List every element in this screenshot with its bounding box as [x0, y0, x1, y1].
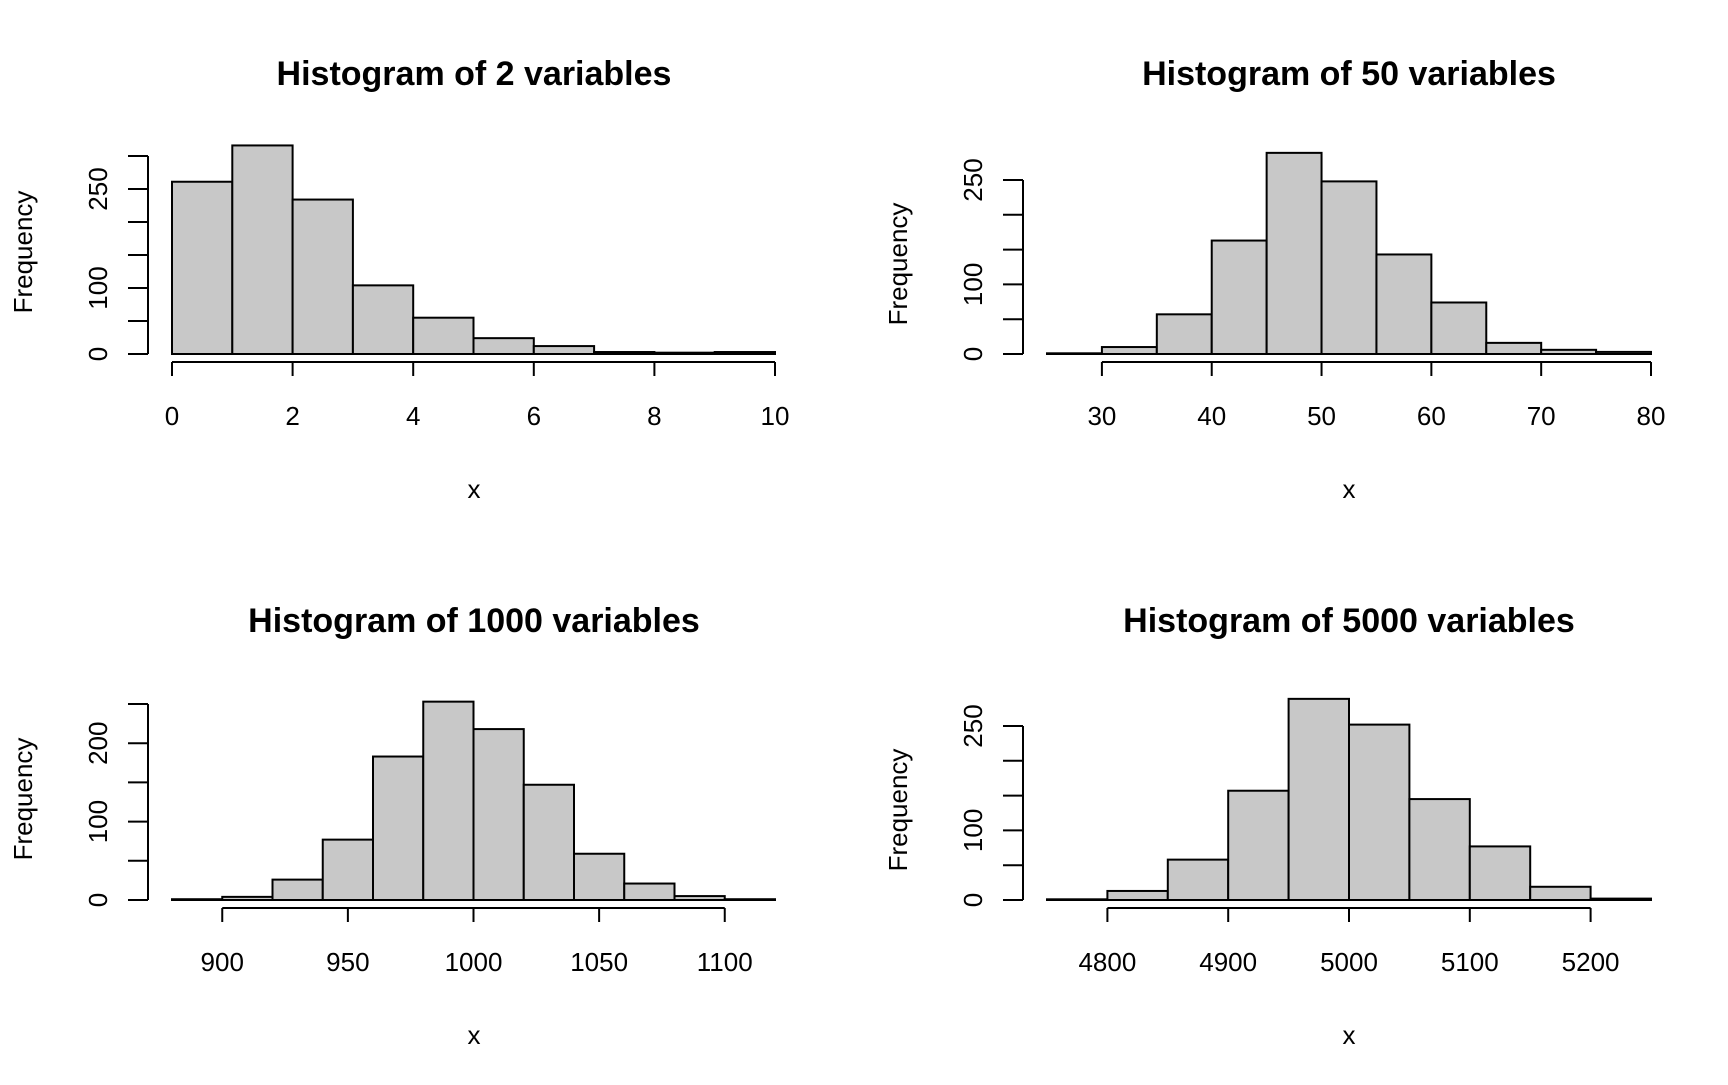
histogram-bar — [472, 337, 535, 356]
histogram-bar — [1348, 723, 1411, 901]
x-tick-label: 5200 — [1562, 947, 1620, 977]
y-tick-label: 0 — [83, 347, 113, 361]
x-tick-label: 5100 — [1441, 947, 1499, 977]
histogram-bar — [422, 700, 475, 902]
y-tick-label: 100 — [958, 263, 988, 306]
histogram-bar — [1210, 239, 1268, 355]
x-tick-label: 5000 — [1320, 947, 1378, 977]
x-tick-label: 1000 — [445, 947, 503, 977]
histogram-bar — [1155, 313, 1213, 356]
chart-title: Histogram of 2 variables — [277, 55, 672, 93]
x-tick-label: 1100 — [697, 947, 753, 977]
x-tick-label: 0 — [165, 401, 179, 431]
x-axis-label: x — [468, 474, 481, 504]
x-tick-label: 80 — [1637, 401, 1666, 431]
histogram-bar — [1589, 897, 1652, 901]
histogram-bar — [271, 878, 324, 902]
y-tick-label: 100 — [83, 266, 113, 309]
histogram-bar — [1430, 301, 1488, 356]
x-axis-label: x — [1343, 474, 1356, 504]
bars — [1046, 151, 1653, 356]
x-tick-label: 30 — [1087, 401, 1116, 431]
x-tick-label: 8 — [647, 401, 661, 431]
histogram-bar — [673, 895, 726, 902]
x-tick-label: 40 — [1197, 401, 1226, 431]
histogram-bar — [412, 316, 475, 356]
y-axis-label: Frequency — [8, 738, 38, 861]
y-tick-label: 100 — [83, 800, 113, 843]
histogram-bar — [291, 198, 354, 355]
x-tick-label: 4 — [406, 401, 420, 431]
histogram-bar — [573, 852, 626, 902]
y-tick-label: 0 — [83, 893, 113, 907]
x-tick-label: 900 — [201, 947, 244, 977]
histogram-bar — [372, 755, 425, 902]
histogram-bar — [321, 838, 374, 902]
y-tick-label: 250 — [958, 158, 988, 201]
x-tick-label: 6 — [527, 401, 541, 431]
x-tick-label: 1050 — [570, 947, 628, 977]
histogram-bar — [532, 345, 596, 355]
histogram-bar — [522, 783, 575, 902]
histogram-bar — [1166, 858, 1230, 902]
histogram-panel-4: Histogram of 5000 variables 4800 4900 5000 5… — [883, 602, 1652, 1050]
x-tick-label: 950 — [326, 947, 369, 977]
histogram-bar — [1320, 180, 1378, 355]
histogram-bar — [1227, 789, 1290, 902]
y-tick-label: 100 — [958, 809, 988, 852]
x-tick-label: 10 — [761, 401, 790, 431]
histogram-bar — [351, 284, 415, 355]
y-tick-label: 0 — [958, 893, 988, 907]
histogram-bar — [1287, 697, 1350, 902]
histogram-bar — [653, 351, 716, 355]
x-tick-label: 50 — [1307, 401, 1336, 431]
x-axis-label: x — [1343, 1020, 1356, 1050]
x-tick-label: 70 — [1527, 401, 1556, 431]
histogram-bar — [713, 351, 777, 355]
chart-title: Histogram of 50 variables — [1142, 55, 1556, 93]
x-tick-label: 4900 — [1199, 947, 1257, 977]
bars — [1046, 697, 1652, 902]
chart-title: Histogram of 5000 variables — [1123, 602, 1575, 640]
x-tick-label: 60 — [1417, 401, 1446, 431]
x-tick-label: 4800 — [1078, 947, 1136, 977]
y-tick-label: 250 — [83, 167, 113, 210]
x-tick-label: 2 — [285, 401, 299, 431]
y-axis-label: Frequency — [883, 203, 913, 326]
histogram-bar — [1100, 346, 1158, 356]
x-axis-label: x — [468, 1020, 481, 1050]
histogram-bar — [171, 898, 224, 902]
histogram-bar — [1595, 350, 1653, 355]
y-tick-label: 250 — [958, 704, 988, 747]
histogram-bar — [231, 144, 294, 355]
histogram-bar — [623, 882, 676, 902]
histogram-bar — [1485, 341, 1543, 356]
histogram-bar — [1408, 798, 1471, 902]
histogram-bar — [1046, 352, 1103, 355]
y-tick-label: 0 — [958, 347, 988, 361]
histogram-bar — [221, 895, 274, 902]
histogram-panel-2: Histogram of 50 variables 30 40 50 60 70 80 0 10… — [883, 55, 1666, 504]
bars — [171, 700, 776, 902]
bars — [171, 144, 777, 356]
histogram-bar — [1265, 151, 1323, 355]
histogram-bar — [593, 351, 656, 355]
histogram-bar — [723, 898, 776, 902]
histogram-bar — [1529, 885, 1592, 902]
histogram-bar — [1046, 898, 1109, 902]
histogram-bar — [1375, 253, 1433, 355]
histogram-bar — [1106, 889, 1169, 902]
histogram-bar — [1540, 348, 1598, 356]
histogram-bar — [171, 180, 234, 355]
chart-title: Histogram of 1000 variables — [248, 602, 700, 640]
y-axis-label: Frequency — [883, 749, 913, 872]
y-axis-label: Frequency — [8, 191, 38, 314]
histogram-bar — [472, 728, 525, 902]
histogram-bar — [1468, 845, 1532, 902]
y-tick-label: 200 — [83, 722, 113, 765]
